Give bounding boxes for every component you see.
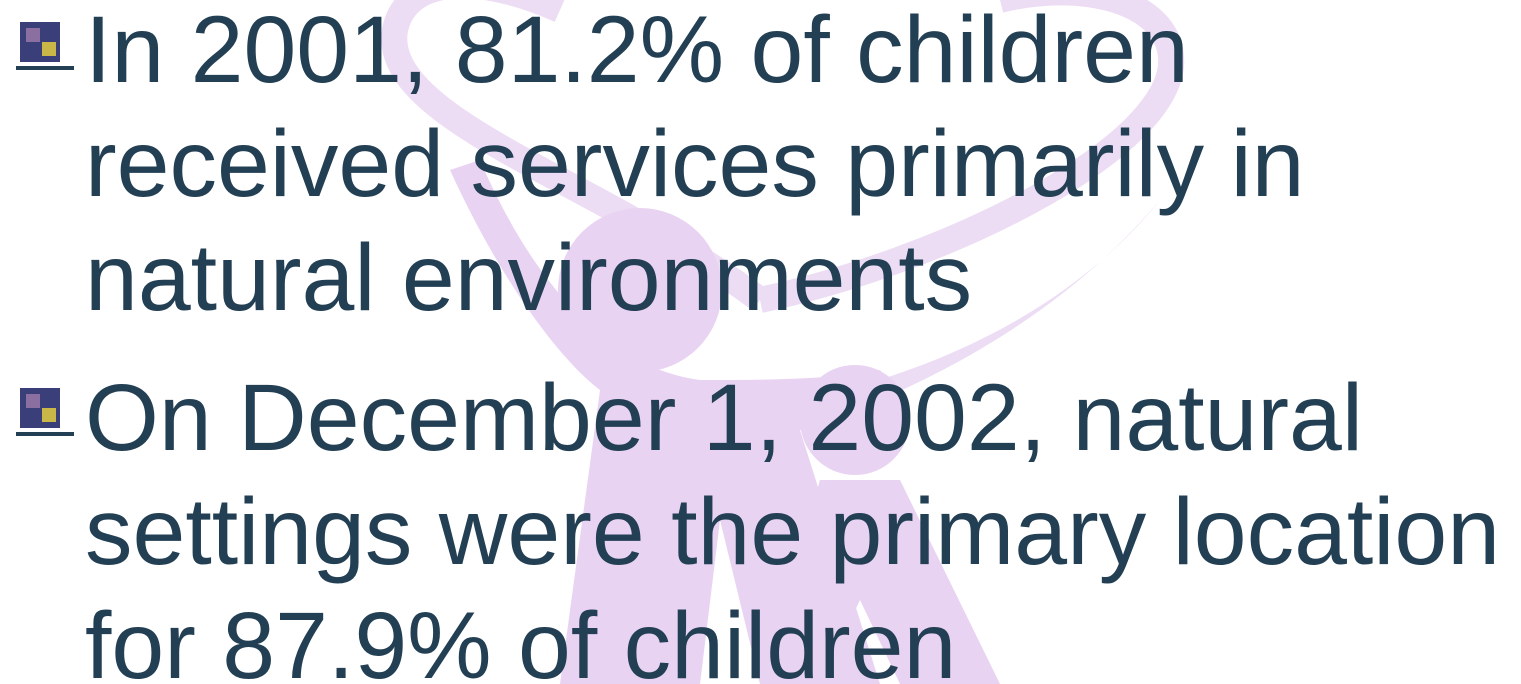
icon-square [42, 42, 56, 56]
icon-square [42, 408, 56, 422]
page: {"slide": {"bullets": [ {"lines": ["In 2… [0, 0, 1521, 684]
bullet-text: for 87.9% of children [85, 593, 956, 684]
icon-underline [16, 66, 74, 70]
bullet-text: On December 1, 2002, natural [85, 365, 1363, 471]
icon-square [26, 394, 40, 408]
bullet-icon [16, 22, 74, 70]
icon-square [26, 28, 40, 42]
bullet-icon [16, 388, 74, 436]
bullet-text: In 2001, 81.2% of children [85, 0, 1189, 103]
bullet-text: settings were the primary location [85, 479, 1500, 585]
slide: In 2001, 81.2% of childrenreceived servi… [0, 0, 1521, 684]
icon-underline [16, 432, 74, 436]
bullet-text: received services primarily in [85, 111, 1305, 217]
bullet-text: natural environments [85, 225, 972, 331]
